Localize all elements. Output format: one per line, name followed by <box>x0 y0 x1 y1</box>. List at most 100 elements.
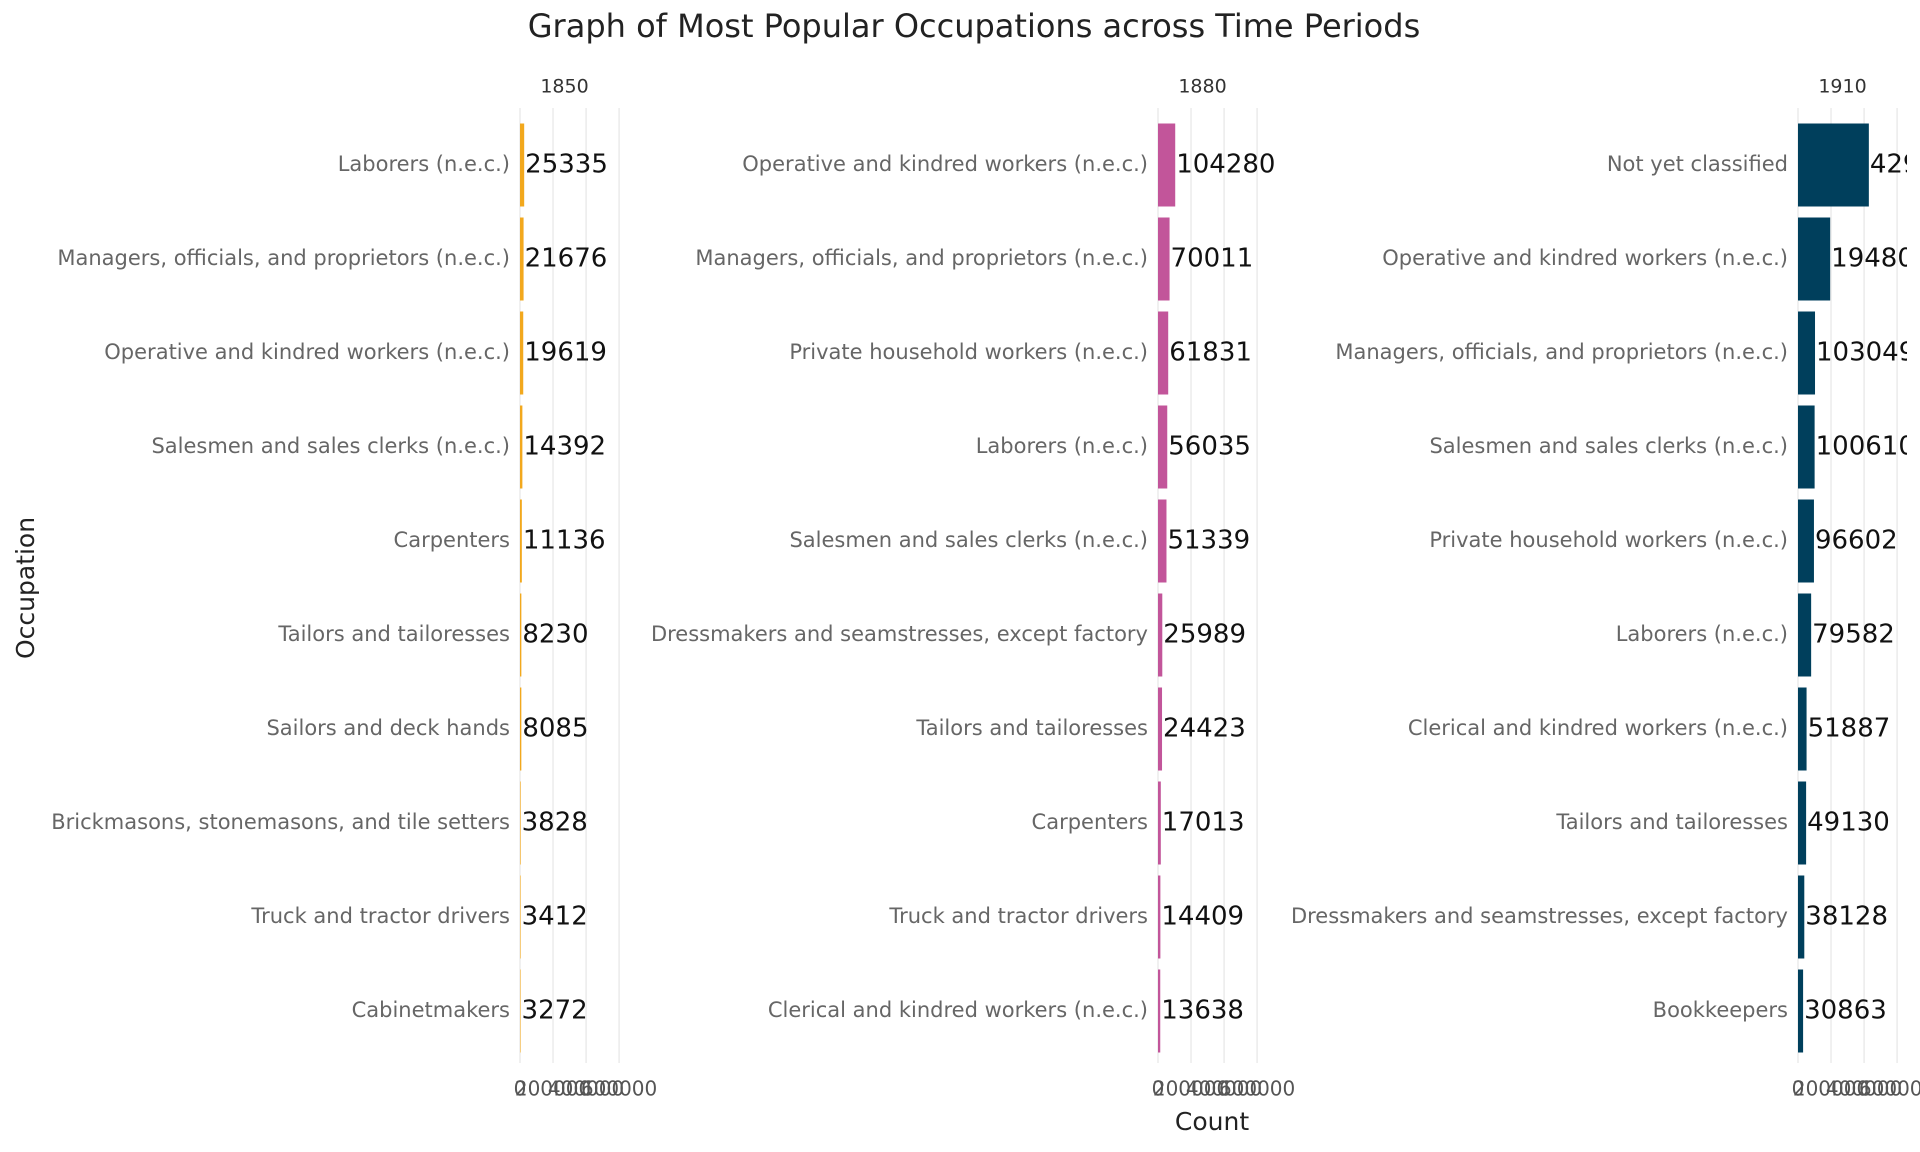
x-tick-label: 200000 <box>515 1077 591 1101</box>
bar <box>1798 499 1814 583</box>
bar <box>1798 123 1869 207</box>
facet-label: 1850 <box>540 76 588 98</box>
facet-label: 1880 <box>1178 76 1226 98</box>
y-tick-label: Sailors and deck hands <box>266 716 510 740</box>
bar <box>1798 781 1807 865</box>
bar <box>520 969 521 1053</box>
bar <box>1798 687 1807 771</box>
bar <box>1798 311 1816 395</box>
bar <box>1158 311 1169 395</box>
data-label: 194800 <box>1831 244 1920 274</box>
y-tick-label: Laborers (n.e.c.) <box>338 152 510 176</box>
bar <box>1158 969 1161 1053</box>
y-tick-label: Clerical and kindred workers (n.e.c.) <box>1408 716 1788 740</box>
bar <box>520 875 521 959</box>
bar <box>520 593 522 677</box>
y-tick-label: Brickmasons, stonemasons, and tile sette… <box>51 810 510 834</box>
data-label: 103049 <box>1816 338 1915 368</box>
y-tick-label: Bookkeepers <box>1653 998 1788 1022</box>
data-label: 19619 <box>524 338 607 368</box>
x-tick-label: 200000 <box>1153 1077 1229 1101</box>
x-tick-label: 400000 <box>1186 1077 1262 1101</box>
y-tick-label: Operative and kindred workers (n.e.c.) <box>742 152 1148 176</box>
y-tick-label: Dressmakers and seamstresses, except fac… <box>1291 904 1788 928</box>
x-tick-label: 400000 <box>1826 1077 1902 1101</box>
bar <box>1798 875 1805 959</box>
x-tick-label: 600000 <box>1219 1077 1295 1101</box>
y-tick-label: Cabinetmakers <box>352 998 510 1022</box>
bar <box>1158 593 1163 677</box>
data-label: 429000 <box>1870 150 1920 180</box>
bar <box>520 687 522 771</box>
y-tick-label: Managers, officials, and proprietors (n.… <box>57 246 510 270</box>
value-labels: 25335 21676 19619 14392 11136 8230 8085 3828 341… <box>522 150 608 1026</box>
data-label: 100610 <box>1816 432 1915 462</box>
data-label: 96602 <box>1815 526 1898 556</box>
data-label: 14409 <box>1161 902 1244 932</box>
y-tick-label: Not yet classified <box>1607 152 1788 176</box>
facet-label: 1910 <box>1818 76 1866 98</box>
y-tick-label: Operative and kindred workers (n.e.c.) <box>1382 246 1788 270</box>
data-label: 8230 <box>522 620 588 650</box>
data-label: 13638 <box>1161 996 1244 1026</box>
bar <box>1798 969 1804 1053</box>
data-label: 24423 <box>1163 714 1246 744</box>
y-tick-label: Tailors and tailoresses <box>1555 810 1788 834</box>
plot-area: 1850020000040000060000025335216761961914… <box>51 76 1920 1101</box>
y-tick-label: Laborers (n.e.c.) <box>1616 622 1788 646</box>
data-label: 17013 <box>1162 808 1245 838</box>
bar <box>1158 687 1163 771</box>
data-label: 14392 <box>523 432 606 462</box>
x-tick-label: 400000 <box>548 1077 624 1101</box>
data-label: 70011 <box>1171 244 1254 274</box>
bar <box>1798 217 1831 301</box>
y-tick-label: Truck and tractor drivers <box>250 904 510 928</box>
x-tick-label: 0 <box>1152 1077 1165 1101</box>
bar <box>520 781 521 865</box>
data-label: 104280 <box>1176 150 1275 180</box>
value-labels: 429000 194800 103049 100610 96602 79582 51887 4… <box>1804 150 1920 1026</box>
data-label: 30863 <box>1804 996 1887 1026</box>
bar <box>520 123 525 207</box>
data-label: 38128 <box>1805 902 1888 932</box>
data-label: 49130 <box>1807 808 1890 838</box>
data-label: 8085 <box>522 714 588 744</box>
x-tick-label: 200000 <box>1793 1077 1869 1101</box>
y-tick-label: Salesmen and sales clerks (n.e.c.) <box>1429 434 1788 458</box>
chart-title: Graph of Most Popular Occupations across… <box>528 7 1420 45</box>
data-label: 25335 <box>525 150 608 180</box>
x-tick-label: 0 <box>1792 1077 1805 1101</box>
y-tick-label: Private household workers (n.e.c.) <box>789 340 1148 364</box>
bar <box>520 499 522 583</box>
bar <box>1158 217 1170 301</box>
y-tick-label: Managers, officials, and proprietors (n.… <box>1335 340 1788 364</box>
data-label: 3828 <box>522 808 588 838</box>
x-tick-label: 600000 <box>581 1077 657 1101</box>
bar <box>520 405 523 489</box>
y-tick-label: Private household workers (n.e.c.) <box>1429 528 1788 552</box>
y-tick-label: Laborers (n.e.c.) <box>976 434 1148 458</box>
y-tick-label: Dressmakers and seamstresses, except fac… <box>651 622 1148 646</box>
data-label: 3272 <box>522 996 588 1026</box>
bar <box>520 217 524 301</box>
y-tick-label: Clerical and kindred workers (n.e.c.) <box>768 998 1148 1022</box>
bar <box>1798 593 1812 677</box>
y-tick-label: Carpenters <box>1032 810 1148 834</box>
y-tick-label: Salesmen and sales clerks (n.e.c.) <box>151 434 510 458</box>
data-label: 61831 <box>1169 338 1252 368</box>
y-tick-label: Carpenters <box>394 528 510 552</box>
y-tick-label: Managers, officials, and proprietors (n.… <box>695 246 1148 270</box>
bar <box>520 311 524 395</box>
data-label: 79582 <box>1812 620 1895 650</box>
value-labels: 104280 70011 61831 56035 51339 25989 24423 1701… <box>1161 150 1275 1026</box>
bar <box>1158 405 1168 489</box>
data-label: 51339 <box>1167 526 1250 556</box>
y-tick-label: Truck and tractor drivers <box>888 904 1148 928</box>
bar <box>1158 499 1167 583</box>
data-label: 11136 <box>523 526 606 556</box>
data-label: 51887 <box>1808 714 1891 744</box>
y-tick-label: Operative and kindred workers (n.e.c.) <box>104 340 510 364</box>
data-label: 3412 <box>522 902 588 932</box>
bar <box>1158 781 1161 865</box>
